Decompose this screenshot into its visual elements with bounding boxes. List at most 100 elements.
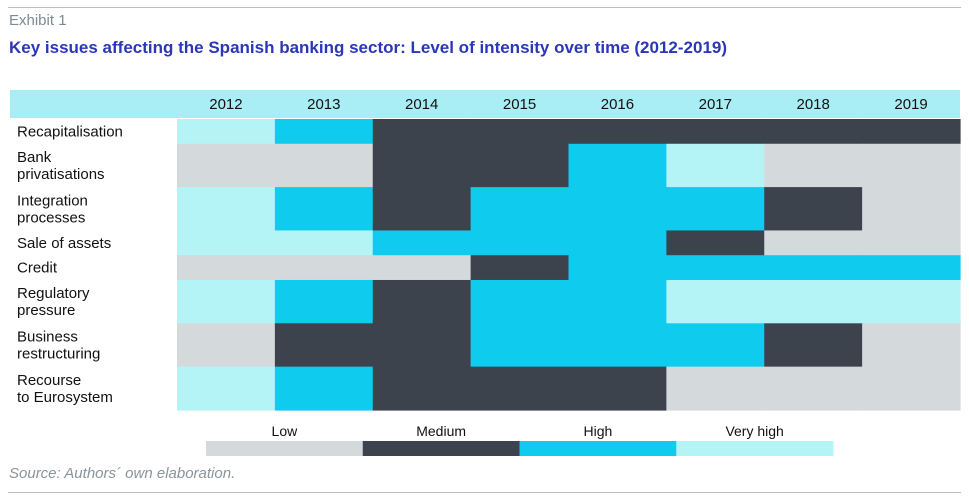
- exhibit-label: Exhibit 1: [9, 12, 67, 29]
- heatmap-cell: [568, 143, 667, 188]
- heatmap-cell: [470, 323, 570, 368]
- header-band: [10, 90, 960, 118]
- heatmap-cell: [470, 279, 570, 324]
- heatmap-cell: [862, 279, 961, 324]
- row-label: Bank: [17, 149, 52, 166]
- heatmap-cell: [568, 323, 667, 368]
- heatmap-cell: [764, 187, 863, 232]
- heatmap-cell: [862, 255, 961, 281]
- legend-label: Very high: [725, 423, 783, 439]
- column-label: 2019: [894, 96, 927, 113]
- heatmap-cell: [274, 143, 374, 188]
- legend-label: Medium: [416, 423, 466, 439]
- heatmap-cell: [568, 279, 667, 324]
- heatmap-cell: [764, 279, 863, 324]
- heatmap-cell: [372, 143, 472, 188]
- row-label: privatisations: [17, 166, 105, 183]
- legend-swatch: [362, 441, 520, 456]
- row-label: restructuring: [17, 345, 100, 362]
- top-divider: [8, 7, 961, 8]
- column-label: 2013: [307, 96, 340, 113]
- heatmap-cell: [862, 119, 961, 145]
- heatmap-cell: [666, 187, 765, 232]
- heatmap-cell: [470, 366, 570, 411]
- heatmap-cell: [274, 230, 374, 256]
- heatmap-cell: [177, 119, 276, 145]
- heatmap-cell: [666, 143, 765, 188]
- heatmap-cell: [568, 230, 667, 256]
- column-label: 2014: [405, 96, 438, 113]
- heatmap-cell: [568, 366, 667, 411]
- row-label: Credit: [17, 260, 58, 277]
- row-label: Business: [17, 328, 78, 345]
- heatmap-cell: [764, 143, 863, 188]
- heatmap-cell: [274, 187, 374, 232]
- column-label: 2015: [503, 96, 536, 113]
- chart-title: Key issues affecting the Spanish banking…: [9, 38, 728, 57]
- row-label: pressure: [17, 302, 75, 319]
- legend-swatch: [676, 441, 834, 456]
- row-label: to Eurosystem: [17, 389, 113, 406]
- heatmap-cell: [764, 119, 863, 145]
- row-label: Regulatory: [17, 285, 90, 302]
- heatmap-cell: [372, 279, 472, 324]
- heatmap-cell: [274, 255, 374, 281]
- heatmap-cell: [177, 143, 276, 188]
- heatmap-cell: [470, 230, 570, 256]
- heatmap-cell: [568, 187, 667, 232]
- legend-label: High: [583, 423, 612, 439]
- heatmap-cell: [666, 279, 765, 324]
- heatmap-cell: [764, 230, 863, 256]
- heatmap-cell: [666, 255, 765, 281]
- row-label: Recourse: [17, 372, 81, 389]
- row-label: Integration: [17, 192, 88, 209]
- heatmap-cell: [568, 255, 667, 281]
- heatmap-cell: [666, 366, 765, 411]
- heatmap-cell: [372, 119, 472, 145]
- heatmap-cell: [470, 255, 570, 281]
- legend-swatch: [519, 441, 677, 456]
- heatmap-cell: [177, 279, 276, 324]
- heatmap-cell: [862, 230, 961, 256]
- heatmap-cell: [177, 366, 276, 411]
- heatmap-cell: [372, 255, 472, 281]
- heatmap-cell: [372, 230, 472, 256]
- heatmap-cell: [372, 366, 472, 411]
- heatmap-cell: [274, 366, 374, 411]
- heatmap-cell: [372, 323, 472, 368]
- bottom-divider: [8, 492, 961, 493]
- heatmap-cell: [862, 143, 961, 188]
- heatmap-cell: [862, 366, 961, 411]
- heatmap-cell: [470, 119, 570, 145]
- column-label: 2018: [797, 96, 830, 113]
- heatmap-cell: [764, 323, 863, 368]
- heatmap-cell: [862, 187, 961, 232]
- heatmap-cell: [274, 279, 374, 324]
- heatmap-cell: [470, 187, 570, 232]
- column-label: 2012: [209, 96, 242, 113]
- heatmap-cell: [666, 119, 765, 145]
- row-label: Recapitalisation: [17, 123, 123, 140]
- legend-label: Low: [272, 423, 299, 439]
- heatmap-cell: [274, 119, 374, 145]
- heatmap-cell: [177, 255, 276, 281]
- row-label: processes: [17, 209, 85, 226]
- heatmap-cell: [470, 143, 570, 188]
- legend-swatch: [206, 441, 364, 456]
- heatmap-cell: [177, 187, 276, 232]
- heatmap-cell: [666, 323, 765, 368]
- heatmap-cell: [666, 230, 765, 256]
- source-note: Source: Authors´ own elaboration.: [9, 465, 236, 482]
- row-label: Sale of assets: [17, 235, 111, 252]
- heatmap-cell: [177, 323, 276, 368]
- heatmap-cell: [177, 230, 276, 256]
- column-label: 2016: [601, 96, 634, 113]
- heatmap-cell: [568, 119, 667, 145]
- heatmap-cell: [764, 366, 863, 411]
- heatmap-cell: [372, 187, 472, 232]
- column-label: 2017: [699, 96, 732, 113]
- heatmap-cell: [274, 323, 374, 368]
- heatmap-cell: [764, 255, 863, 281]
- heatmap-cell: [862, 323, 961, 368]
